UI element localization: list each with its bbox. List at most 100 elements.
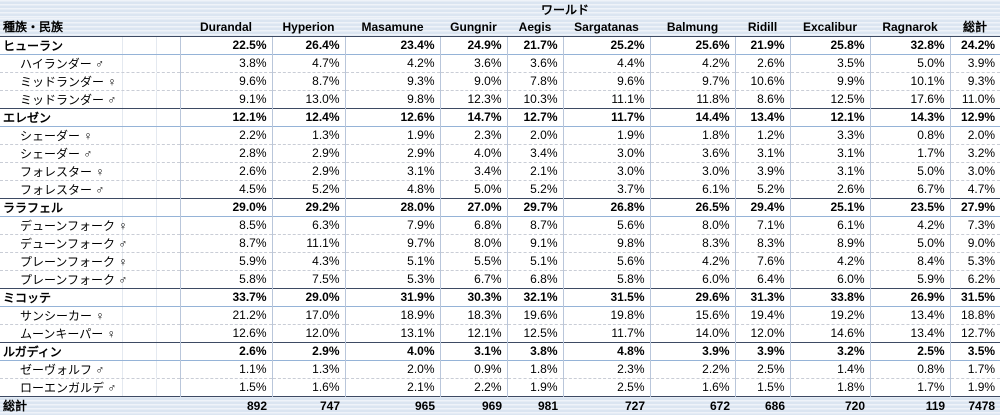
value-cell[interactable]: 3.0% bbox=[562, 161, 650, 180]
column-header-gungnir[interactable]: Gungnir bbox=[450, 19, 497, 34]
value-cell[interactable]: 2.9% bbox=[271, 161, 345, 180]
value-cell[interactable]: 3.1% bbox=[439, 341, 507, 360]
value-cell[interactable]: 9.0% bbox=[439, 71, 507, 90]
value-cell[interactable]: 9.3% bbox=[949, 71, 1000, 90]
total-value-cell[interactable]: 727 bbox=[563, 395, 650, 415]
value-cell[interactable]: 24.9% bbox=[439, 35, 507, 54]
value-cell[interactable]: 12.6% bbox=[344, 107, 440, 126]
value-cell[interactable]: 11.7% bbox=[562, 107, 650, 126]
value-cell[interactable]: 8.6% bbox=[734, 89, 790, 108]
value-cell[interactable]: 12.7% bbox=[506, 107, 563, 126]
value-cell[interactable]: 18.9% bbox=[344, 305, 440, 324]
value-cell[interactable]: 5.9% bbox=[179, 251, 272, 270]
value-cell[interactable]: 29.0% bbox=[271, 287, 345, 306]
value-cell[interactable]: 2.5% bbox=[562, 377, 650, 396]
value-cell[interactable]: 2.6% bbox=[179, 161, 272, 180]
value-cell[interactable]: 24.2% bbox=[949, 35, 1000, 54]
value-cell[interactable]: 3.0% bbox=[649, 161, 735, 180]
row-label-cell[interactable]: デューンフォーク ♂ bbox=[0, 233, 180, 252]
title-spacer-cell[interactable] bbox=[0, 0, 180, 18]
value-cell[interactable]: 1.3% bbox=[271, 125, 345, 144]
value-cell[interactable]: 21.2% bbox=[179, 305, 272, 324]
clan-row[interactable]: ミッドランダー ♀ 9.6% 8.7% 9.3% 9.0% 7.8% 9.6% 9.7% 10.… bbox=[0, 71, 1000, 90]
value-cell[interactable]: 0.8% bbox=[869, 359, 951, 378]
value-cell[interactable]: 19.6% bbox=[506, 305, 563, 324]
value-cell[interactable]: 3.8% bbox=[179, 53, 272, 72]
value-cell[interactable]: 9.1% bbox=[506, 233, 563, 252]
clan-row[interactable]: プレーンフォーク ♂ 5.8% 7.5% 5.3% 6.7% 6.8% 5.8% 6.0% 6.… bbox=[0, 269, 1000, 288]
value-cell[interactable]: 1.6% bbox=[271, 377, 345, 396]
total-value-cell[interactable]: 119 bbox=[870, 395, 951, 415]
value-cell[interactable]: 12.0% bbox=[271, 323, 345, 342]
value-cell[interactable]: 3.9% bbox=[734, 161, 790, 180]
value-cell[interactable]: 3.6% bbox=[649, 143, 735, 162]
value-cell[interactable]: 7.8% bbox=[506, 71, 563, 90]
value-cell[interactable]: 9.7% bbox=[344, 233, 440, 252]
value-cell[interactable]: 12.1% bbox=[789, 107, 870, 126]
value-cell[interactable]: 4.0% bbox=[344, 341, 440, 360]
value-cell[interactable]: 5.0% bbox=[869, 53, 951, 72]
value-cell[interactable]: 14.0% bbox=[649, 323, 735, 342]
total-value-cell[interactable]: 969 bbox=[440, 395, 507, 415]
value-cell[interactable]: 31.3% bbox=[734, 287, 790, 306]
clan-row[interactable]: シェーダー ♀ 2.2% 1.3% 1.9% 2.3% 2.0% 1.9% 1.8% 1.2% 3… bbox=[0, 125, 1000, 144]
value-cell[interactable]: 33.7% bbox=[179, 287, 272, 306]
value-cell[interactable]: 5.6% bbox=[562, 215, 650, 234]
value-cell[interactable]: 10.1% bbox=[869, 71, 951, 90]
value-cell[interactable]: 3.4% bbox=[506, 143, 563, 162]
row-label-cell[interactable]: シェーダー ♀ bbox=[0, 125, 180, 144]
value-cell[interactable]: 8.3% bbox=[734, 233, 790, 252]
row-label-cell[interactable]: ミコッテ bbox=[0, 287, 180, 306]
value-cell[interactable]: 1.8% bbox=[789, 377, 870, 396]
value-cell[interactable]: 31.9% bbox=[344, 287, 440, 306]
value-cell[interactable]: 9.1% bbox=[179, 89, 272, 108]
value-cell[interactable]: 9.6% bbox=[179, 71, 272, 90]
value-cell[interactable]: 8.3% bbox=[649, 233, 735, 252]
value-cell[interactable]: 5.3% bbox=[344, 269, 440, 288]
value-cell[interactable]: 26.9% bbox=[869, 287, 951, 306]
total-value-cell[interactable]: 7478 bbox=[950, 395, 1000, 415]
row-header-cell[interactable]: 種族・民族 bbox=[3, 20, 64, 35]
value-cell[interactable]: 8.0% bbox=[649, 215, 735, 234]
total-value-cell[interactable]: 686 bbox=[735, 395, 790, 415]
value-cell[interactable]: 32.1% bbox=[506, 287, 563, 306]
value-cell[interactable]: 29.0% bbox=[179, 197, 272, 216]
value-cell[interactable]: 27.9% bbox=[949, 197, 1000, 216]
race-row[interactable]: ミコッテ 33.7% 29.0% 31.9% 30.3% 32.1% 31.5% 29.6% 3… bbox=[0, 287, 1000, 306]
value-cell[interactable]: 9.3% bbox=[344, 71, 440, 90]
value-cell[interactable]: 2.1% bbox=[344, 377, 440, 396]
race-row[interactable]: エレゼン 12.1% 12.4% 12.6% 14.7% 12.7% 11.7% 14.4% 1… bbox=[0, 107, 1000, 126]
value-cell[interactable]: 0.9% bbox=[439, 359, 507, 378]
value-cell[interactable]: 19.4% bbox=[734, 305, 790, 324]
value-cell[interactable]: 30.3% bbox=[439, 287, 507, 306]
value-cell[interactable]: 3.3% bbox=[789, 125, 870, 144]
value-cell[interactable]: 4.0% bbox=[439, 143, 507, 162]
value-cell[interactable]: 11.0% bbox=[949, 89, 1000, 108]
value-cell[interactable]: 1.7% bbox=[869, 377, 951, 396]
column-header-sargatanas[interactable]: Sargatanas bbox=[574, 19, 639, 34]
value-cell[interactable]: 12.5% bbox=[789, 89, 870, 108]
value-cell[interactable]: 13.4% bbox=[734, 107, 790, 126]
value-cell[interactable]: 1.7% bbox=[869, 143, 951, 162]
value-cell[interactable]: 12.6% bbox=[179, 323, 272, 342]
value-cell[interactable]: 3.7% bbox=[562, 179, 650, 198]
row-label-cell[interactable]: デューンフォーク ♀ bbox=[0, 215, 180, 234]
table-title[interactable]: ワールド bbox=[541, 2, 590, 17]
row-label-cell[interactable]: シェーダー ♂ bbox=[0, 143, 180, 162]
value-cell[interactable]: 9.9% bbox=[789, 71, 870, 90]
value-cell[interactable]: 14.6% bbox=[789, 323, 870, 342]
value-cell[interactable]: 8.0% bbox=[439, 233, 507, 252]
row-label-cell[interactable]: ヒューラン bbox=[0, 35, 180, 54]
row-label-cell[interactable]: ゼーヴォルフ ♂ bbox=[0, 359, 180, 378]
total-value-cell[interactable]: 965 bbox=[345, 395, 440, 415]
value-cell[interactable]: 2.6% bbox=[734, 53, 790, 72]
value-cell[interactable]: 29.7% bbox=[506, 197, 563, 216]
column-header-masamune[interactable]: Masamune bbox=[361, 19, 424, 34]
value-cell[interactable]: 21.9% bbox=[734, 35, 790, 54]
value-cell[interactable]: 23.5% bbox=[869, 197, 951, 216]
value-cell[interactable]: 2.5% bbox=[869, 341, 951, 360]
title-spacer-cell[interactable] bbox=[950, 0, 1000, 18]
value-cell[interactable]: 2.2% bbox=[179, 125, 272, 144]
grand-total-row[interactable]: 総計 892 747 965 969 981 727 672 686 720 119 7478 bbox=[0, 395, 1000, 415]
value-cell[interactable]: 5.2% bbox=[271, 179, 345, 198]
